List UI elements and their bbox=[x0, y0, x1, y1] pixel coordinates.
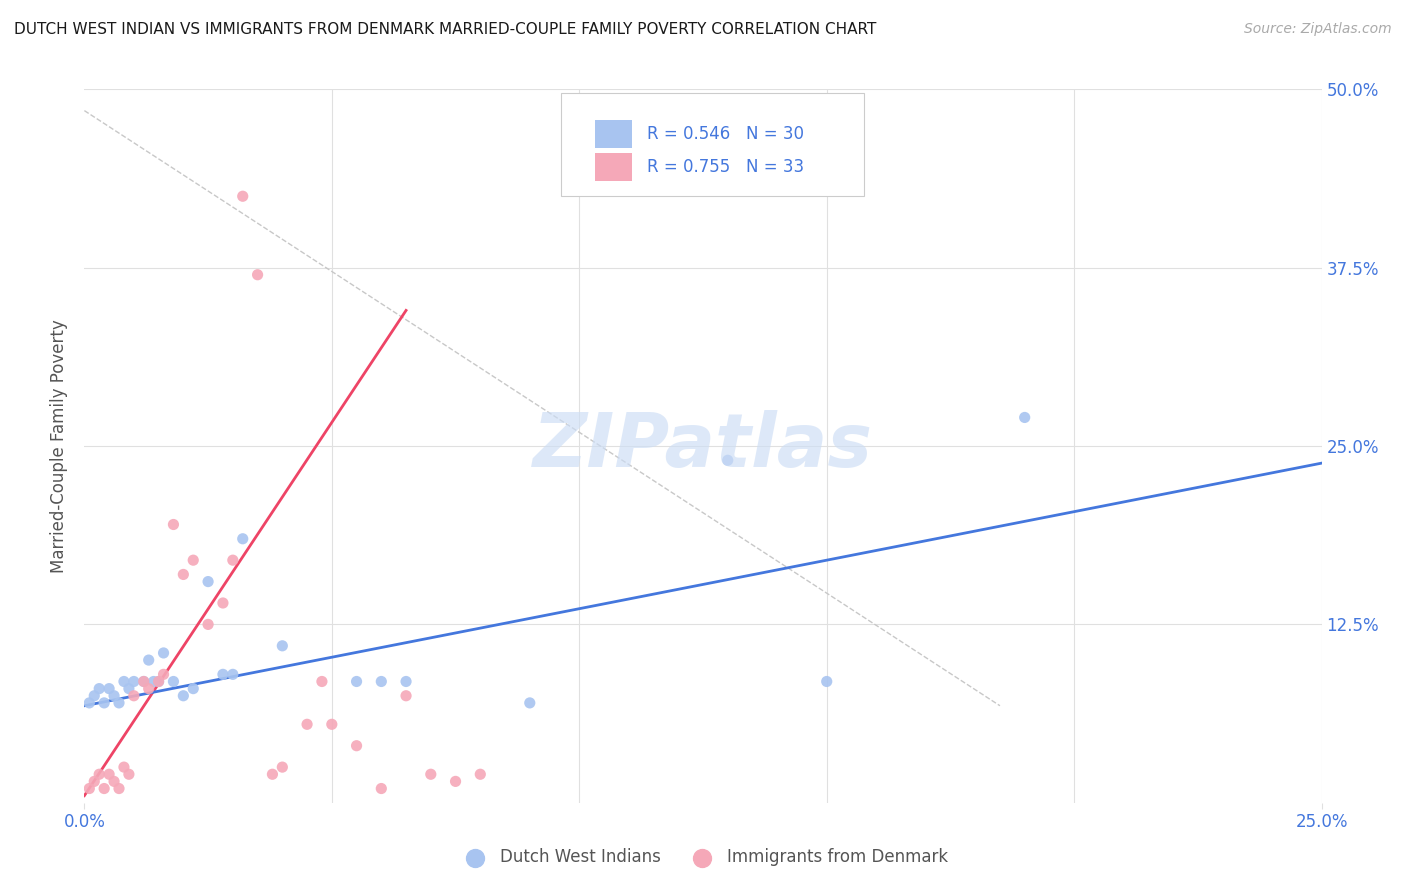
Text: R = 0.755   N = 33: R = 0.755 N = 33 bbox=[647, 158, 804, 176]
Point bbox=[395, 674, 418, 689]
Point bbox=[103, 689, 125, 703]
Point bbox=[93, 781, 115, 796]
Point bbox=[370, 781, 392, 796]
Point bbox=[98, 681, 121, 696]
Point bbox=[395, 689, 418, 703]
Point bbox=[89, 767, 111, 781]
Point bbox=[222, 667, 245, 681]
Point bbox=[148, 674, 170, 689]
Point bbox=[89, 681, 111, 696]
Point bbox=[181, 681, 204, 696]
Point bbox=[162, 674, 184, 689]
Text: R = 0.546   N = 30: R = 0.546 N = 30 bbox=[647, 125, 804, 143]
Point bbox=[444, 774, 467, 789]
Point bbox=[370, 674, 392, 689]
Point bbox=[148, 674, 170, 689]
Point bbox=[519, 696, 541, 710]
Point bbox=[118, 767, 141, 781]
Point bbox=[98, 767, 121, 781]
Point bbox=[212, 667, 235, 681]
Point bbox=[132, 674, 155, 689]
Point bbox=[79, 696, 101, 710]
Point bbox=[108, 781, 131, 796]
Point bbox=[112, 674, 135, 689]
Text: DUTCH WEST INDIAN VS IMMIGRANTS FROM DENMARK MARRIED-COUPLE FAMILY POVERTY CORRE: DUTCH WEST INDIAN VS IMMIGRANTS FROM DEN… bbox=[14, 22, 876, 37]
Point bbox=[212, 596, 235, 610]
Point bbox=[93, 696, 115, 710]
Bar bbox=[595, 153, 633, 181]
Point bbox=[271, 639, 294, 653]
Point bbox=[419, 767, 441, 781]
Point bbox=[311, 674, 333, 689]
Point bbox=[232, 189, 254, 203]
Point bbox=[79, 781, 101, 796]
Point bbox=[470, 767, 492, 781]
Point bbox=[1014, 410, 1036, 425]
Point bbox=[197, 617, 219, 632]
Point bbox=[346, 674, 368, 689]
Point bbox=[246, 268, 269, 282]
Legend: Dutch West Indians, Immigrants from Denmark: Dutch West Indians, Immigrants from Denm… bbox=[451, 842, 955, 873]
Point bbox=[138, 653, 160, 667]
Point bbox=[152, 646, 174, 660]
Point bbox=[172, 567, 194, 582]
Point bbox=[271, 760, 294, 774]
Point bbox=[815, 674, 838, 689]
Point bbox=[122, 674, 145, 689]
Point bbox=[103, 774, 125, 789]
Bar bbox=[595, 120, 633, 148]
Point bbox=[222, 553, 245, 567]
Point bbox=[321, 717, 343, 731]
Point bbox=[108, 696, 131, 710]
Point bbox=[138, 681, 160, 696]
Point bbox=[717, 453, 740, 467]
Point bbox=[181, 553, 204, 567]
Text: Source: ZipAtlas.com: Source: ZipAtlas.com bbox=[1244, 22, 1392, 37]
Point bbox=[346, 739, 368, 753]
Point bbox=[122, 689, 145, 703]
Point bbox=[295, 717, 318, 731]
Point bbox=[142, 674, 165, 689]
Text: ZIPatlas: ZIPatlas bbox=[533, 409, 873, 483]
Point bbox=[232, 532, 254, 546]
Point bbox=[118, 681, 141, 696]
Point bbox=[83, 774, 105, 789]
Point bbox=[172, 689, 194, 703]
Point bbox=[83, 689, 105, 703]
Y-axis label: Married-Couple Family Poverty: Married-Couple Family Poverty bbox=[51, 319, 69, 573]
FancyBboxPatch shape bbox=[561, 93, 863, 196]
Point bbox=[132, 674, 155, 689]
Point bbox=[162, 517, 184, 532]
Point bbox=[262, 767, 284, 781]
Point bbox=[152, 667, 174, 681]
Point bbox=[197, 574, 219, 589]
Point bbox=[112, 760, 135, 774]
